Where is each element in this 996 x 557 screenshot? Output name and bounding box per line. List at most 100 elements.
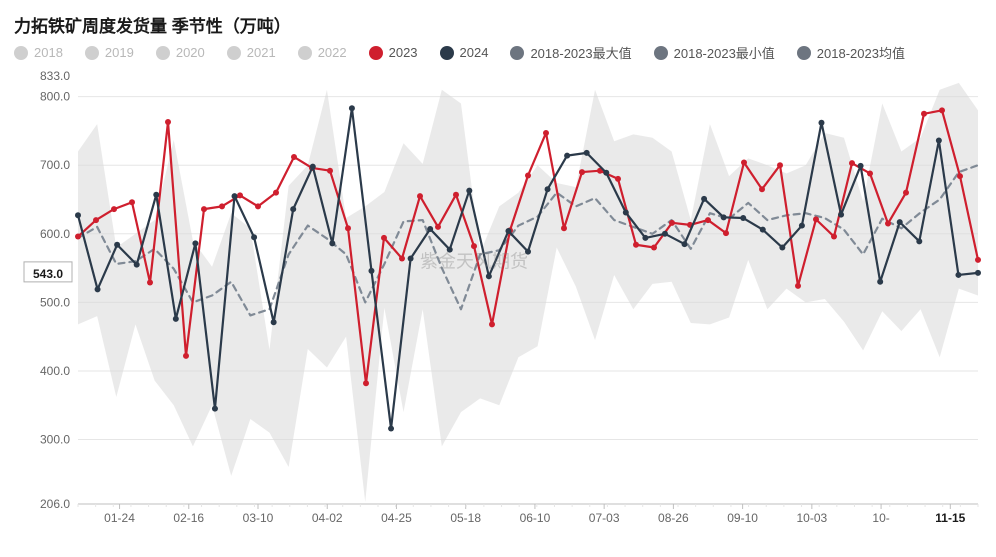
series-marker (831, 234, 837, 240)
svg-text:400.0: 400.0 (40, 364, 70, 378)
svg-text:500.0: 500.0 (40, 295, 70, 309)
series-marker (897, 219, 903, 225)
x-tick-label: 10-03 (796, 511, 827, 525)
series-marker (642, 235, 648, 241)
series-marker (564, 153, 570, 159)
legend-item[interactable]: 2018-2023最小值 (654, 43, 775, 62)
series-marker (329, 240, 335, 246)
series-marker (368, 268, 374, 274)
series-marker (849, 160, 855, 166)
series-marker (93, 217, 99, 223)
legend-item[interactable]: 2022 (298, 45, 347, 60)
series-marker (471, 243, 477, 249)
legend-item[interactable]: 2021 (227, 45, 276, 60)
legend-label: 2018-2023最大值 (530, 43, 631, 62)
legend-item[interactable]: 2023 (369, 45, 418, 60)
legend-item[interactable]: 2018-2023均值 (797, 43, 905, 62)
chart-plot: 300.0400.0500.0600.0700.0800.0833.0206.0… (14, 66, 982, 534)
x-tick-label: 04-02 (312, 511, 343, 525)
series-marker (615, 176, 621, 182)
series-marker (219, 203, 225, 209)
legend-item[interactable]: 2018-2023最大值 (510, 43, 631, 62)
legend-swatch (227, 46, 241, 60)
series-marker (95, 286, 101, 292)
series-marker (291, 154, 297, 160)
svg-text:700.0: 700.0 (40, 158, 70, 172)
legend-swatch (797, 46, 811, 60)
series-marker (363, 380, 369, 386)
legend-label: 2023 (389, 45, 418, 60)
x-tick-label: 01-24 (104, 511, 135, 525)
series-marker (381, 235, 387, 241)
series-marker (489, 321, 495, 327)
series-marker (916, 238, 922, 244)
legend-item[interactable]: 2024 (440, 45, 489, 60)
series-marker (165, 119, 171, 125)
legend-item[interactable]: 2019 (85, 45, 134, 60)
series-marker (271, 319, 277, 325)
legend-label: 2020 (176, 45, 205, 60)
series-marker (408, 255, 414, 261)
series-marker (75, 212, 81, 218)
x-tick-label: 02-16 (173, 511, 204, 525)
series-marker (939, 107, 945, 113)
svg-text:206.0: 206.0 (40, 497, 70, 511)
legend-label: 2021 (247, 45, 276, 60)
svg-text:300.0: 300.0 (40, 433, 70, 447)
legend-label: 2022 (318, 45, 347, 60)
series-marker (723, 230, 729, 236)
series-marker (740, 215, 746, 221)
legend-swatch (440, 46, 454, 60)
series-marker (885, 221, 891, 227)
series-marker (114, 242, 120, 248)
series-marker (388, 426, 394, 432)
series-marker (212, 406, 218, 412)
x-tick-label: 03-10 (243, 511, 274, 525)
series-marker (603, 170, 609, 176)
series-marker (701, 196, 707, 202)
legend-label: 2018-2023最小值 (674, 43, 775, 62)
series-marker (921, 111, 927, 117)
series-marker (345, 225, 351, 231)
series-marker (936, 138, 942, 144)
series-marker (651, 245, 657, 251)
series-marker (799, 223, 805, 229)
legend-swatch (654, 46, 668, 60)
series-marker (623, 210, 629, 216)
series-marker (505, 228, 511, 234)
series-marker (858, 163, 864, 169)
series-marker (818, 120, 824, 126)
series-marker (741, 159, 747, 165)
series-marker (867, 170, 873, 176)
series-marker (417, 193, 423, 199)
y-highlight-label: 543.0 (33, 267, 63, 281)
legend-item[interactable]: 2020 (156, 45, 205, 60)
svg-text:800.0: 800.0 (40, 90, 70, 104)
legend-swatch (510, 46, 524, 60)
series-marker (760, 227, 766, 233)
x-tick-label: 05-18 (450, 511, 481, 525)
legend-swatch (298, 46, 312, 60)
series-marker (273, 190, 279, 196)
x-tick-label: 09-10 (727, 511, 758, 525)
series-marker (251, 234, 257, 240)
x-tick-label: 04-25 (381, 511, 412, 525)
series-marker (255, 203, 261, 209)
series-marker (759, 186, 765, 192)
series-marker (813, 216, 819, 222)
series-marker (75, 234, 81, 240)
series-marker (290, 206, 296, 212)
legend-label: 2024 (460, 45, 489, 60)
series-marker (427, 226, 433, 232)
series-marker (795, 283, 801, 289)
series-marker (633, 242, 639, 248)
series-marker (543, 130, 549, 136)
series-marker (486, 273, 492, 279)
x-tick-label: 06-10 (520, 511, 551, 525)
series-marker (453, 192, 459, 198)
series-marker (399, 255, 405, 261)
series-marker (129, 199, 135, 205)
legend-swatch (156, 46, 170, 60)
x-tick-label: 10- (872, 511, 889, 525)
legend-item[interactable]: 2018 (14, 45, 63, 60)
